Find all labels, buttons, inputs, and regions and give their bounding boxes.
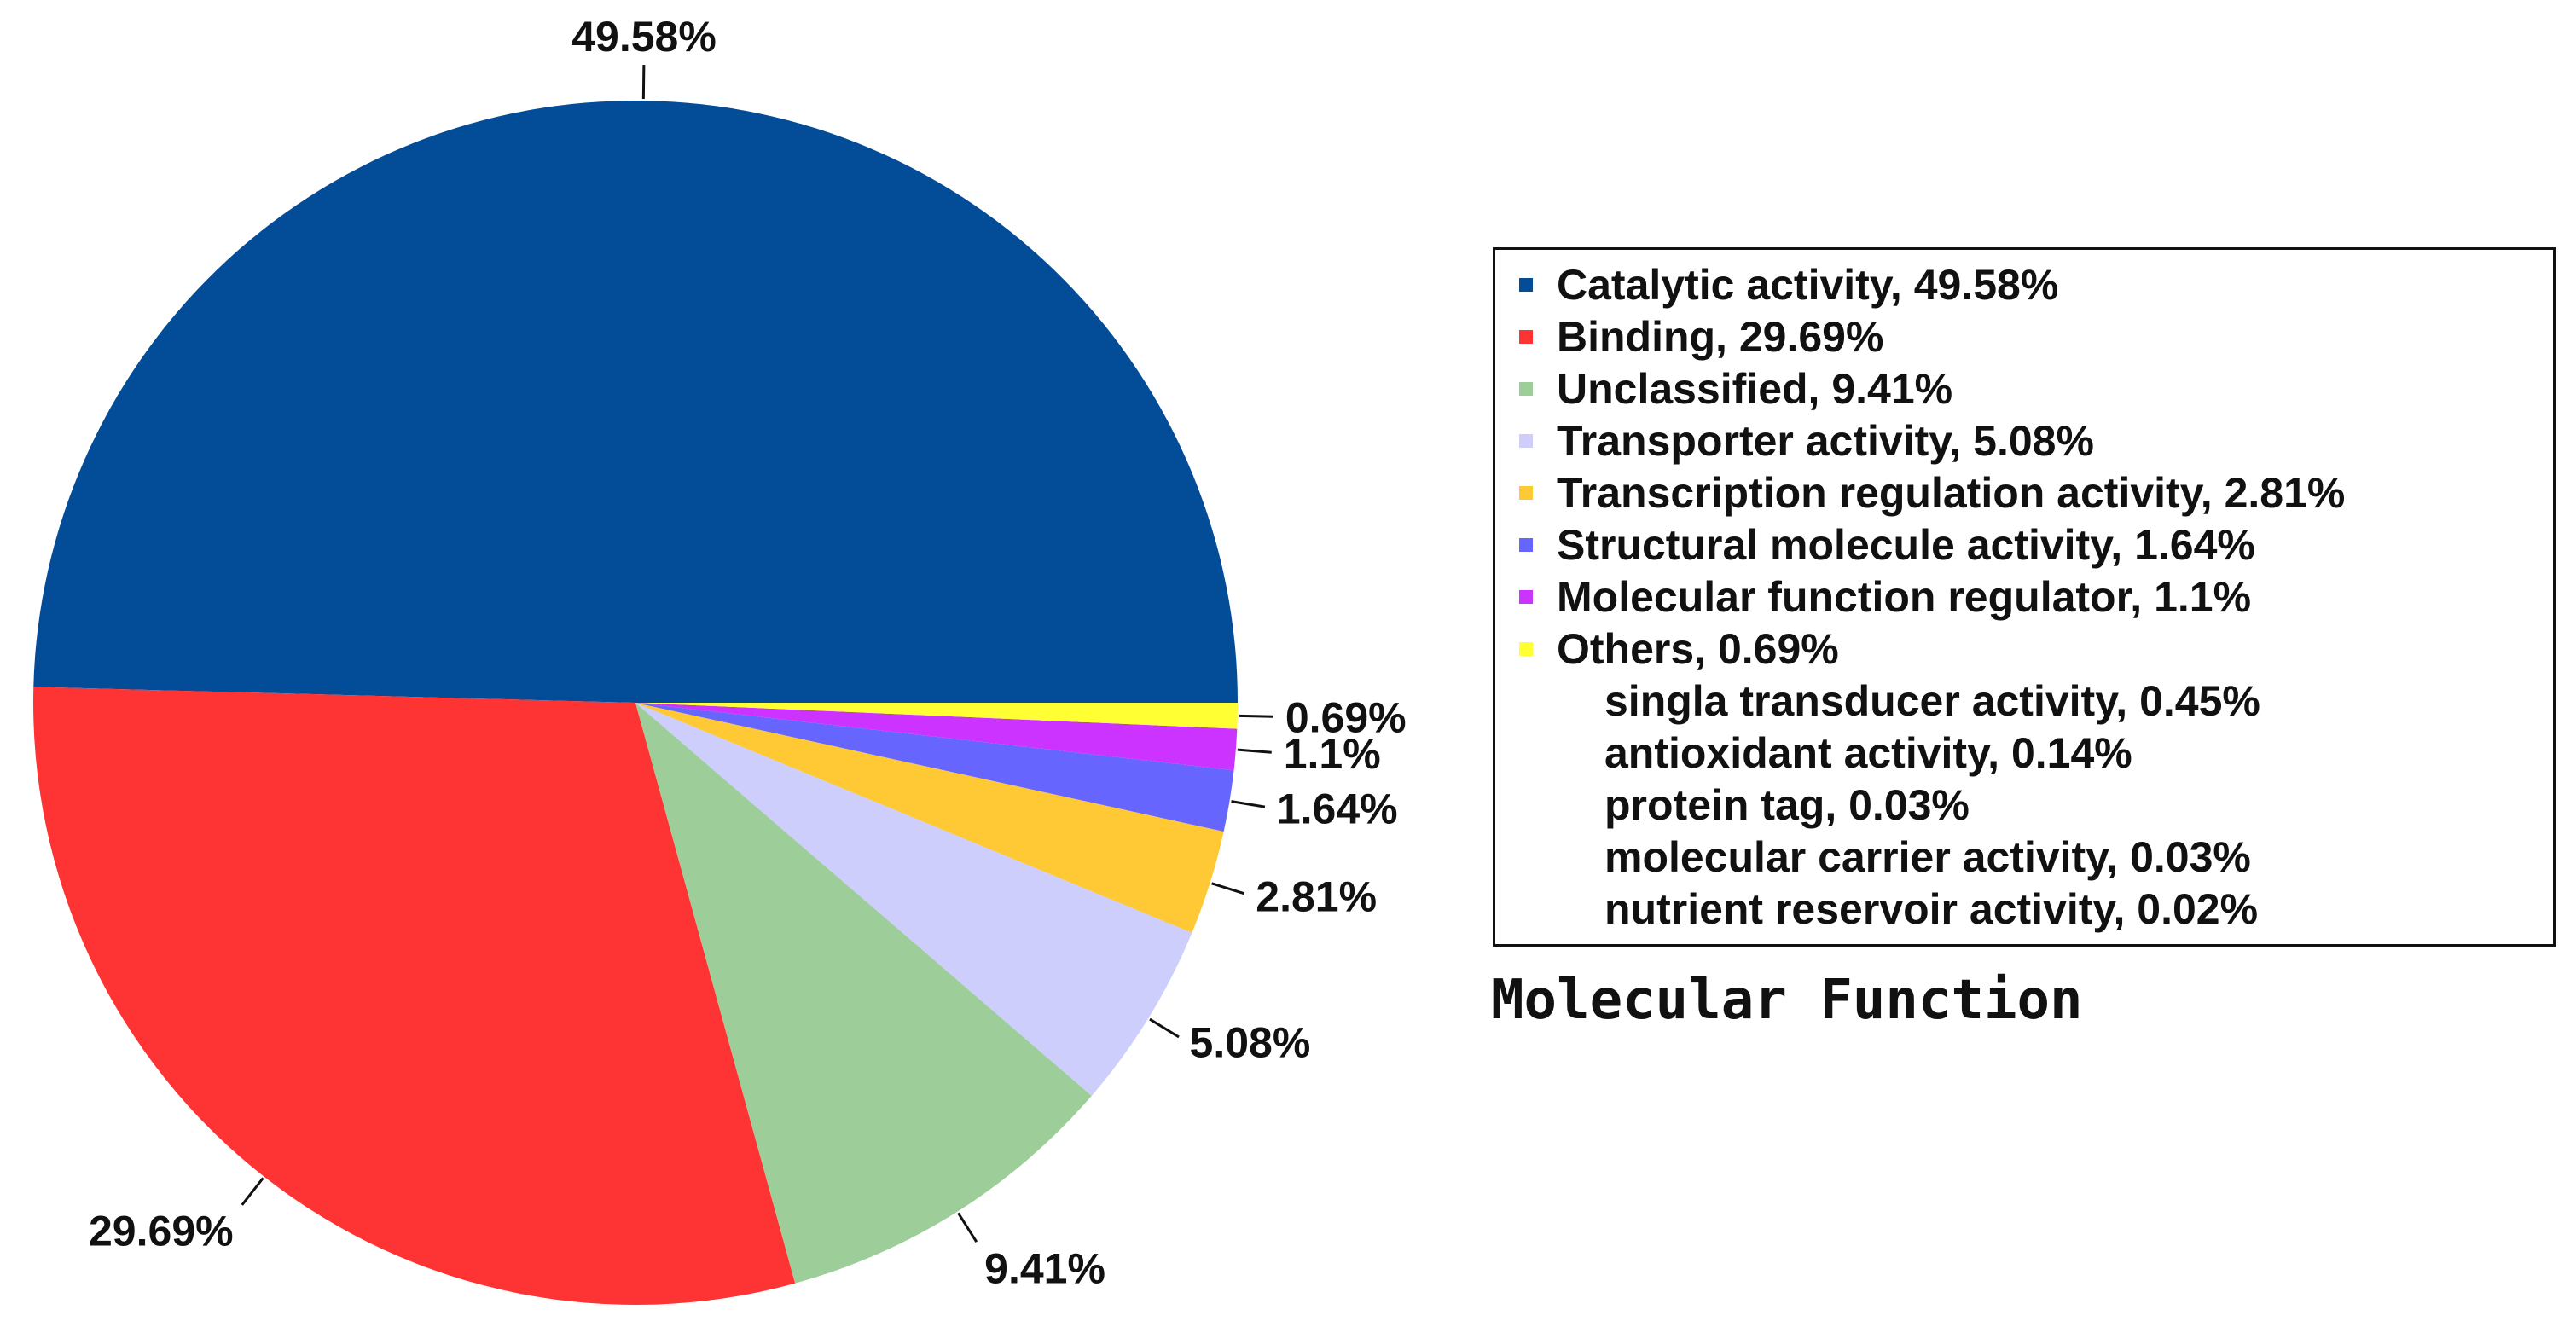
legend-item-unclassified: Unclassified, 9.41% <box>1495 362 2553 414</box>
legend-sub-label: nutrient reservoir activity, 0.02% <box>1604 884 2259 933</box>
legend: Catalytic activity, 49.58% Binding, 29.6… <box>1493 247 2556 947</box>
legend-item-binding: Binding, 29.69% <box>1495 310 2553 362</box>
legend-sub-label: protein tag, 0.03% <box>1604 780 1970 829</box>
legend-swatch <box>1519 589 1533 604</box>
legend-item-others: Others, 0.69% <box>1495 623 2553 675</box>
pie-slice-others <box>635 703 1238 729</box>
legend-swatch <box>1519 433 1533 448</box>
slice-value-label: 49.58% <box>571 13 717 61</box>
legend-swatch <box>1519 537 1533 552</box>
slice-value-label: 29.69% <box>89 1208 234 1255</box>
legend-label: Transcription regulation activity, 2.81% <box>1557 468 2346 517</box>
leader-line <box>1211 882 1245 895</box>
legend-swatch <box>1519 641 1533 656</box>
legend-label: Transporter activity, 5.08% <box>1557 416 2094 465</box>
pie-slice-transcription-regulation-activity <box>635 703 1224 933</box>
slice-value-label: 9.41% <box>984 1245 1105 1293</box>
leader-line <box>1149 1017 1180 1039</box>
leader-line <box>1237 748 1272 754</box>
slice-value-label: 0.69% <box>1285 693 1407 741</box>
chart-title: Molecular Function <box>1491 969 2083 1032</box>
leader-line <box>957 1212 978 1243</box>
pie-slices <box>33 100 1238 1306</box>
legend-swatch <box>1519 329 1533 344</box>
legend-subitem: protein tag, 0.03% <box>1495 779 2553 831</box>
leader-line <box>241 1177 264 1206</box>
legend-subitem: singla transducer activity, 0.45% <box>1495 675 2553 727</box>
pie-slice-molecular-function-regulator <box>635 703 1238 771</box>
legend-item-molecular-function-regulator: Molecular function regulator, 1.1% <box>1495 571 2553 623</box>
slice-value-label: 1.64% <box>1277 785 1398 833</box>
legend-swatch <box>1519 485 1533 500</box>
legend-sub-label: singla transducer activity, 0.45% <box>1604 676 2260 725</box>
pie-slice-transporter-activity <box>635 703 1192 1096</box>
legend-swatch <box>1519 381 1533 396</box>
legend-item-catalytic-activity: Catalytic activity, 49.58% <box>1495 258 2553 310</box>
pie-slice-catalytic-activity <box>33 100 1238 704</box>
leader-line <box>641 65 646 100</box>
legend-label: Molecular function regulator, 1.1% <box>1557 572 2252 621</box>
pie-labels: 49.58% 29.69% 9.41% 5.08% 2.81% 1.64% 1.1%0.69… <box>89 13 1407 1293</box>
slice-value-label: 2.81% <box>1256 873 1377 921</box>
pie-slice-unclassified <box>635 703 1092 1284</box>
legend-item-transporter-activity: Transporter activity, 5.08% <box>1495 414 2553 466</box>
legend-item-transcription-regulation-activity: Transcription regulation activity, 2.81% <box>1495 466 2553 519</box>
legend-subitem: nutrient reservoir activity, 0.02% <box>1495 883 2553 935</box>
legend-item-structural-molecule-activity: Structural molecule activity, 1.64% <box>1495 519 2553 571</box>
label-leader-lines <box>241 65 1273 1243</box>
legend-label: Structural molecule activity, 1.64% <box>1557 520 2255 569</box>
legend-label: Binding, 29.69% <box>1557 312 1884 361</box>
legend-label: Others, 0.69% <box>1557 624 1839 673</box>
legend-swatch <box>1519 277 1533 292</box>
pie-slice-structural-molecule-activity <box>635 703 1234 832</box>
legend-label: Unclassified, 9.41% <box>1557 364 1953 413</box>
pie-slice-binding <box>33 687 796 1306</box>
legend-sub-label: molecular carrier activity, 0.03% <box>1604 832 2251 881</box>
leader-line <box>1231 800 1266 808</box>
legend-subitem: molecular carrier activity, 0.03% <box>1495 831 2553 883</box>
legend-sub-label: antioxidant activity, 0.14% <box>1604 728 2132 777</box>
slice-value-label: 1.1% <box>1284 730 1381 778</box>
legend-subitem: antioxidant activity, 0.14% <box>1495 727 2553 779</box>
legend-label: Catalytic activity, 49.58% <box>1557 260 2059 309</box>
slice-value-label: 5.08% <box>1190 1018 1311 1066</box>
